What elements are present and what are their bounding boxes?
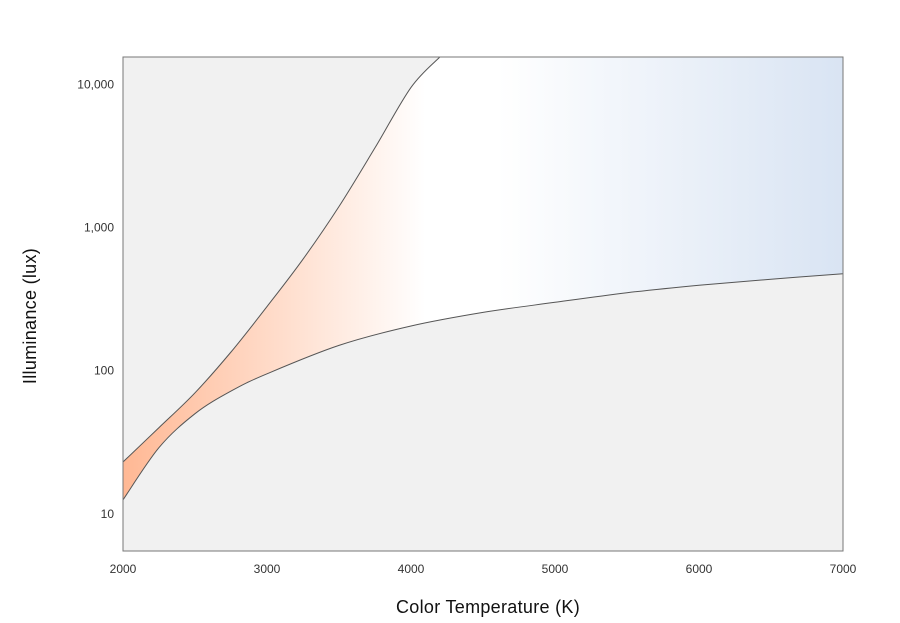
comfort-band-area <box>123 57 843 500</box>
upper-boundary-line <box>123 57 441 463</box>
lower-boundary-line <box>123 273 843 501</box>
x-tick-label: 4000 <box>398 562 425 576</box>
x-tick-label: 2000 <box>110 562 137 576</box>
y-tick-label: 10 <box>101 507 115 521</box>
y-tick-label: 100 <box>94 364 114 378</box>
x-axis-title: Color Temperature (K) <box>396 597 580 617</box>
y-axis-title: Illuminance (lux) <box>20 248 40 384</box>
y-tick-label: 10,000 <box>77 77 114 91</box>
y-axis-ticks: 10 100 1,000 10,000 <box>77 77 114 521</box>
x-tick-label: 5000 <box>542 562 569 576</box>
x-tick-label: 3000 <box>254 562 281 576</box>
plot-frame <box>122 56 844 552</box>
x-tick-label: 7000 <box>830 562 857 576</box>
x-tick-label: 6000 <box>686 562 713 576</box>
y-tick-label: 1,000 <box>84 220 114 234</box>
x-axis-ticks: 2000 3000 4000 5000 6000 7000 <box>110 562 857 576</box>
